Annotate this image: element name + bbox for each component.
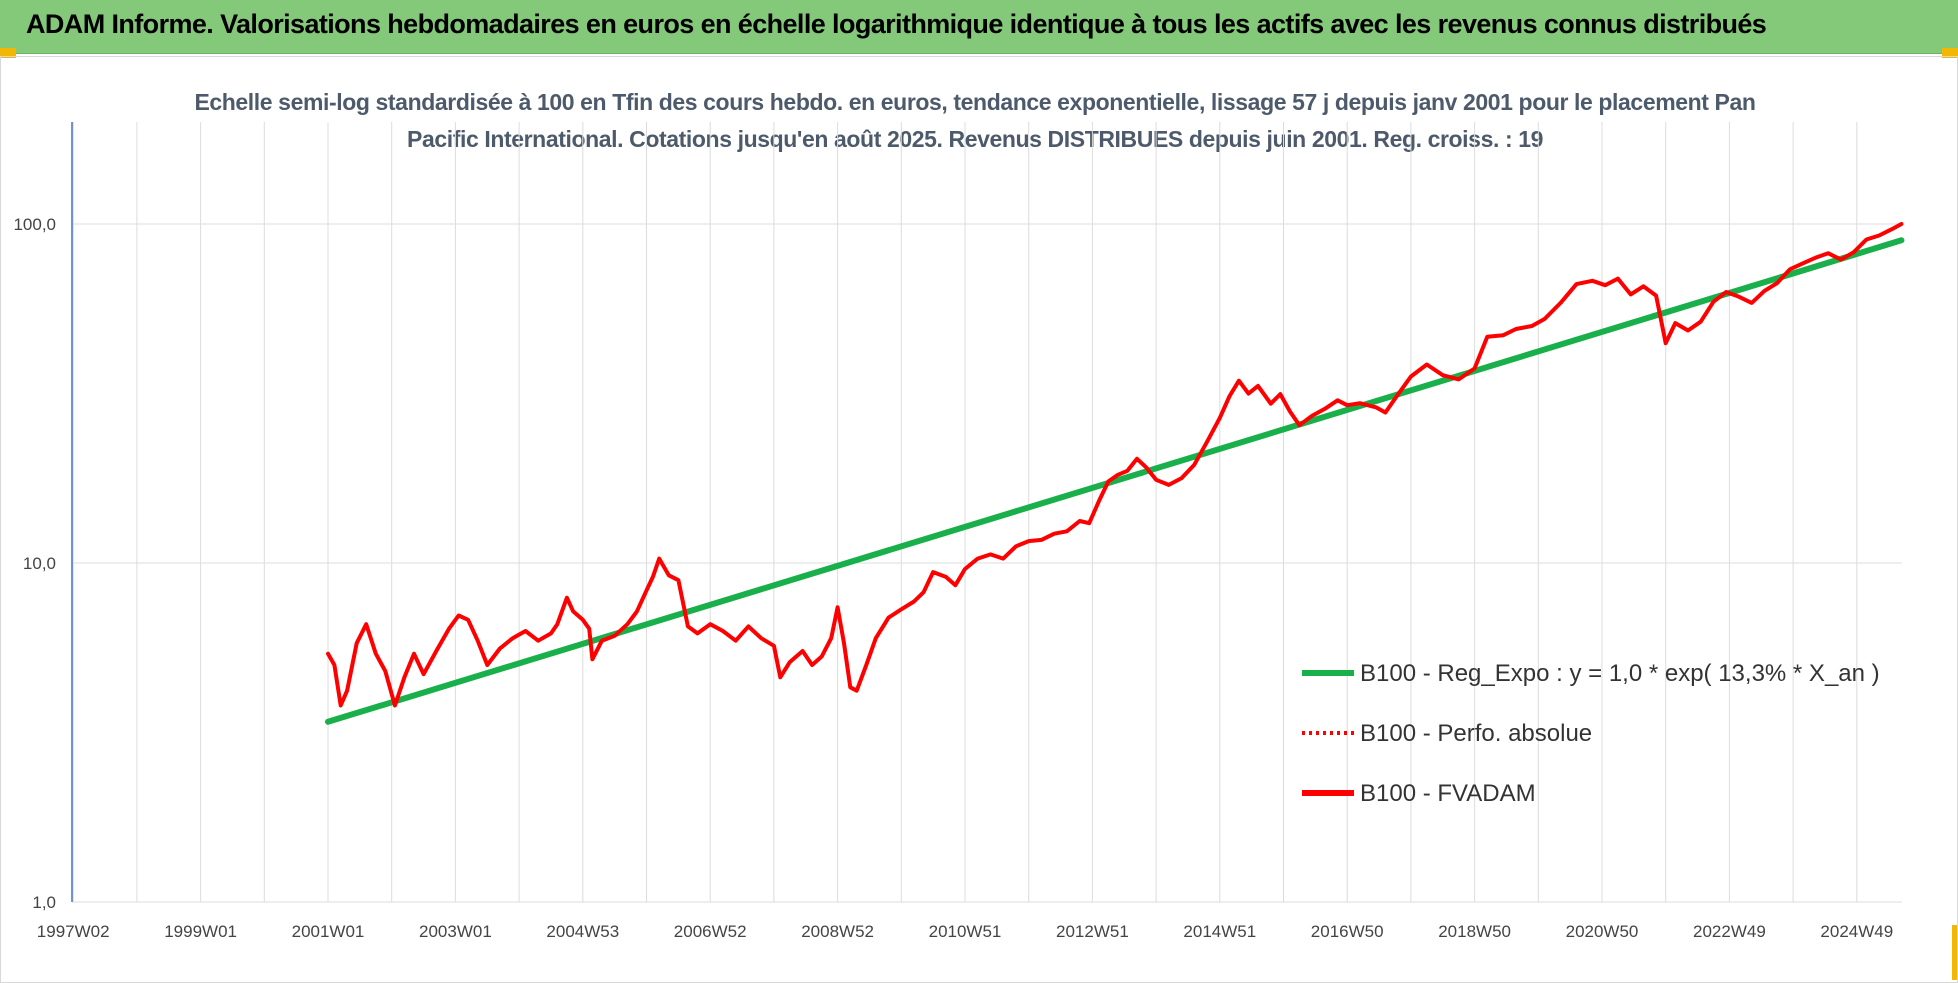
corner-marker-top-right [1942,48,1958,58]
y-tick-label: 1,0 [32,893,56,912]
x-tick-label: 2014W51 [1183,922,1256,941]
x-tick-label: 2016W50 [1311,922,1384,941]
x-tick-label: 2003W01 [419,922,492,941]
x-tick-label: 2010W51 [929,922,1002,941]
legend-label-2: B100 - FVADAM [1360,780,1536,807]
x-tick-label: 2020W50 [1566,922,1639,941]
x-tick-label: 2006W52 [674,922,747,941]
x-tick-label: 2004W53 [546,922,619,941]
x-tick-label: 1999W01 [164,922,237,941]
corner-marker-right-bottom [1952,925,1958,980]
series-line-2 [326,222,1904,708]
x-tick-label: 2001W01 [292,922,365,941]
title-banner: ADAM Informe. Valorisations hebdomadaire… [0,0,1958,54]
grid-lines [72,122,1902,903]
tick-labels: 1,0 10,0 100,0 1997W02 1999W01 2001W01 2003W01… [13,215,1893,941]
legend: B100 - Reg_Expo : y = 1,0 * exp( 13,3% *… [1302,660,1880,807]
series-lines [325,222,1905,725]
y-tick-label: 10,0 [23,554,56,573]
x-tick-label: 2022W49 [1693,922,1766,941]
y-tick-label: 100,0 [13,215,56,234]
x-tick-label: 2024W49 [1820,922,1893,941]
x-tick-label: 1997W02 [37,922,110,941]
x-tick-label: 2018W50 [1438,922,1511,941]
banner-title: ADAM Informe. Valorisations hebdomadaire… [26,9,1767,39]
legend-label-1: B100 - Perfo. absolue [1360,720,1592,747]
legend-label-0: B100 - Reg_Expo : y = 1,0 * exp( 13,3% *… [1360,660,1880,687]
chart-title: Echelle semi-log standardisée à 100 en T… [194,89,1756,152]
x-tick-label: 2008W52 [801,922,874,941]
corner-marker-top-left [0,48,16,58]
x-tick-label: 2012W51 [1056,922,1129,941]
